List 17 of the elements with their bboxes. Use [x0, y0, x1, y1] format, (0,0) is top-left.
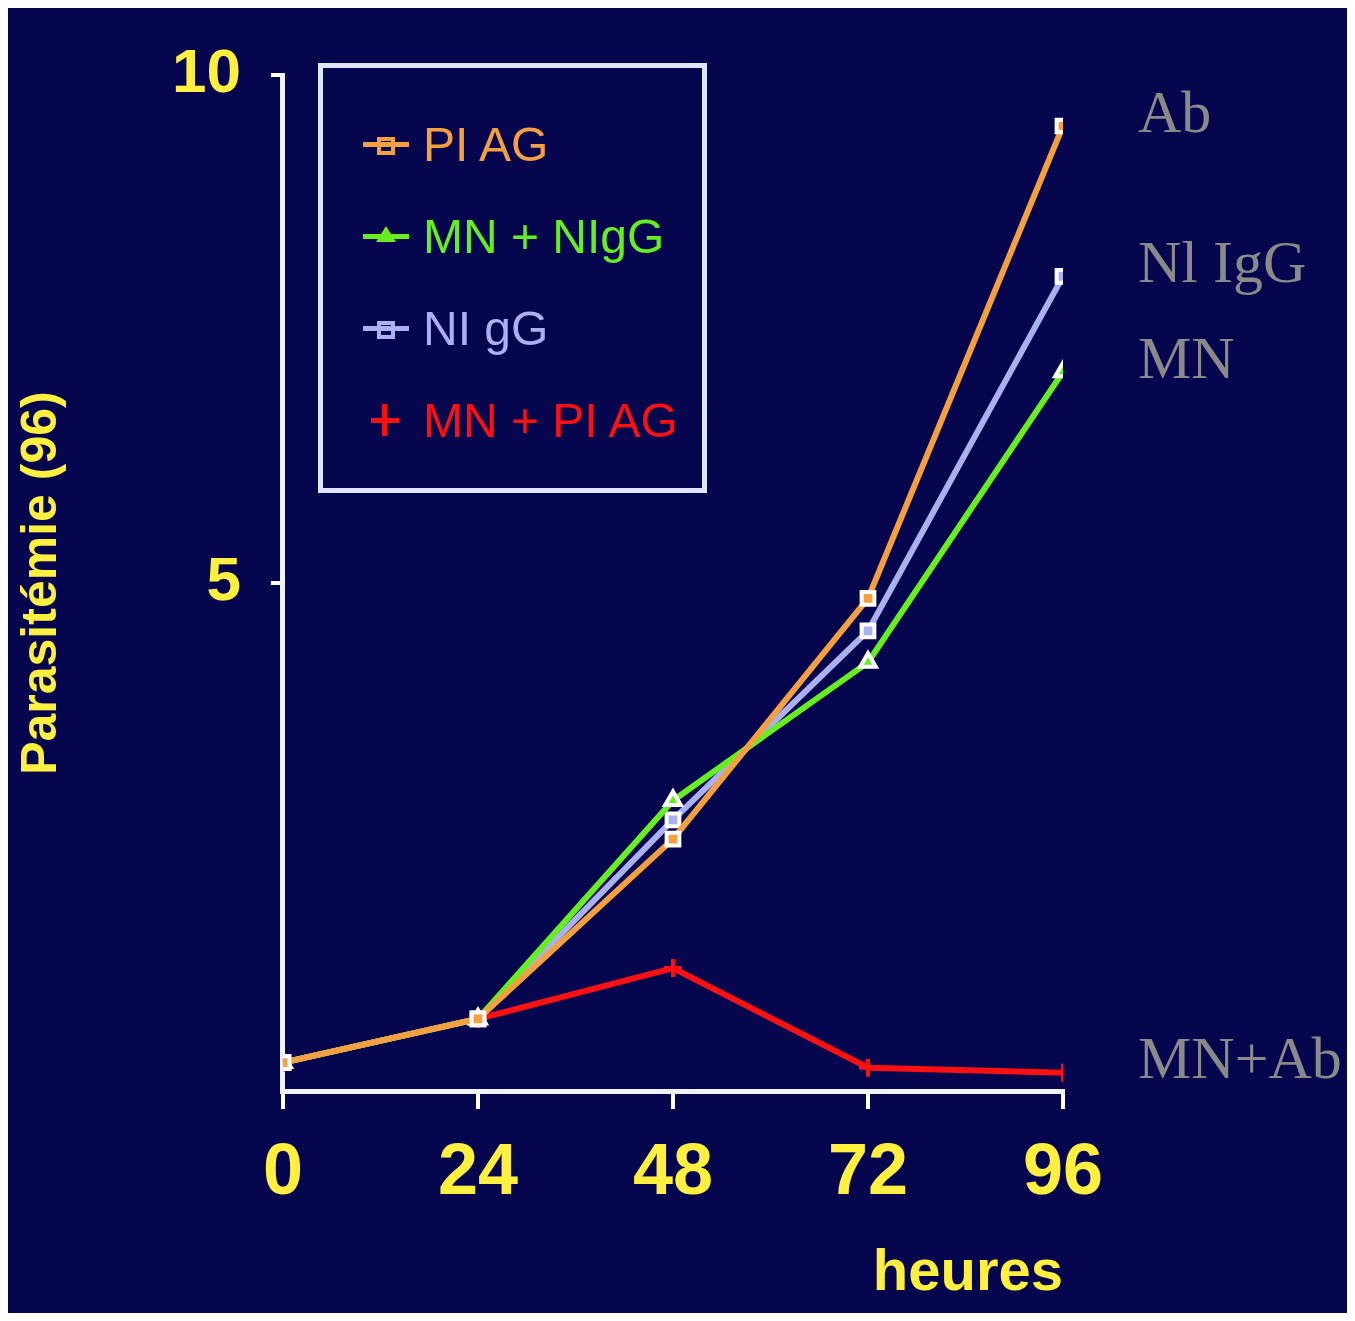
legend-label: MN + PI AG: [423, 392, 678, 448]
text: Nl IgG: [1138, 229, 1307, 296]
y-tick-label: 10: [171, 36, 241, 106]
x-tick-label: 48: [632, 1129, 714, 1210]
x-tick-label: 96: [1022, 1129, 1104, 1210]
x-tick-label: 72: [827, 1129, 909, 1210]
text: MN: [1138, 324, 1235, 391]
x-axis-title: heures: [872, 1237, 1063, 1303]
x-tick-label: 24: [437, 1129, 519, 1210]
text: Ab: [1138, 78, 1212, 145]
text: MN+Ab: [1138, 1025, 1342, 1092]
legend-label: MN + NIgG: [423, 208, 665, 264]
y-axis-title: Parasitémie (96): [10, 391, 67, 775]
legend-label: NI gG: [423, 300, 549, 356]
y-tick-label: 5: [206, 544, 241, 614]
legend-label: PI AG: [423, 116, 549, 172]
x-tick-label: 0: [262, 1129, 303, 1210]
